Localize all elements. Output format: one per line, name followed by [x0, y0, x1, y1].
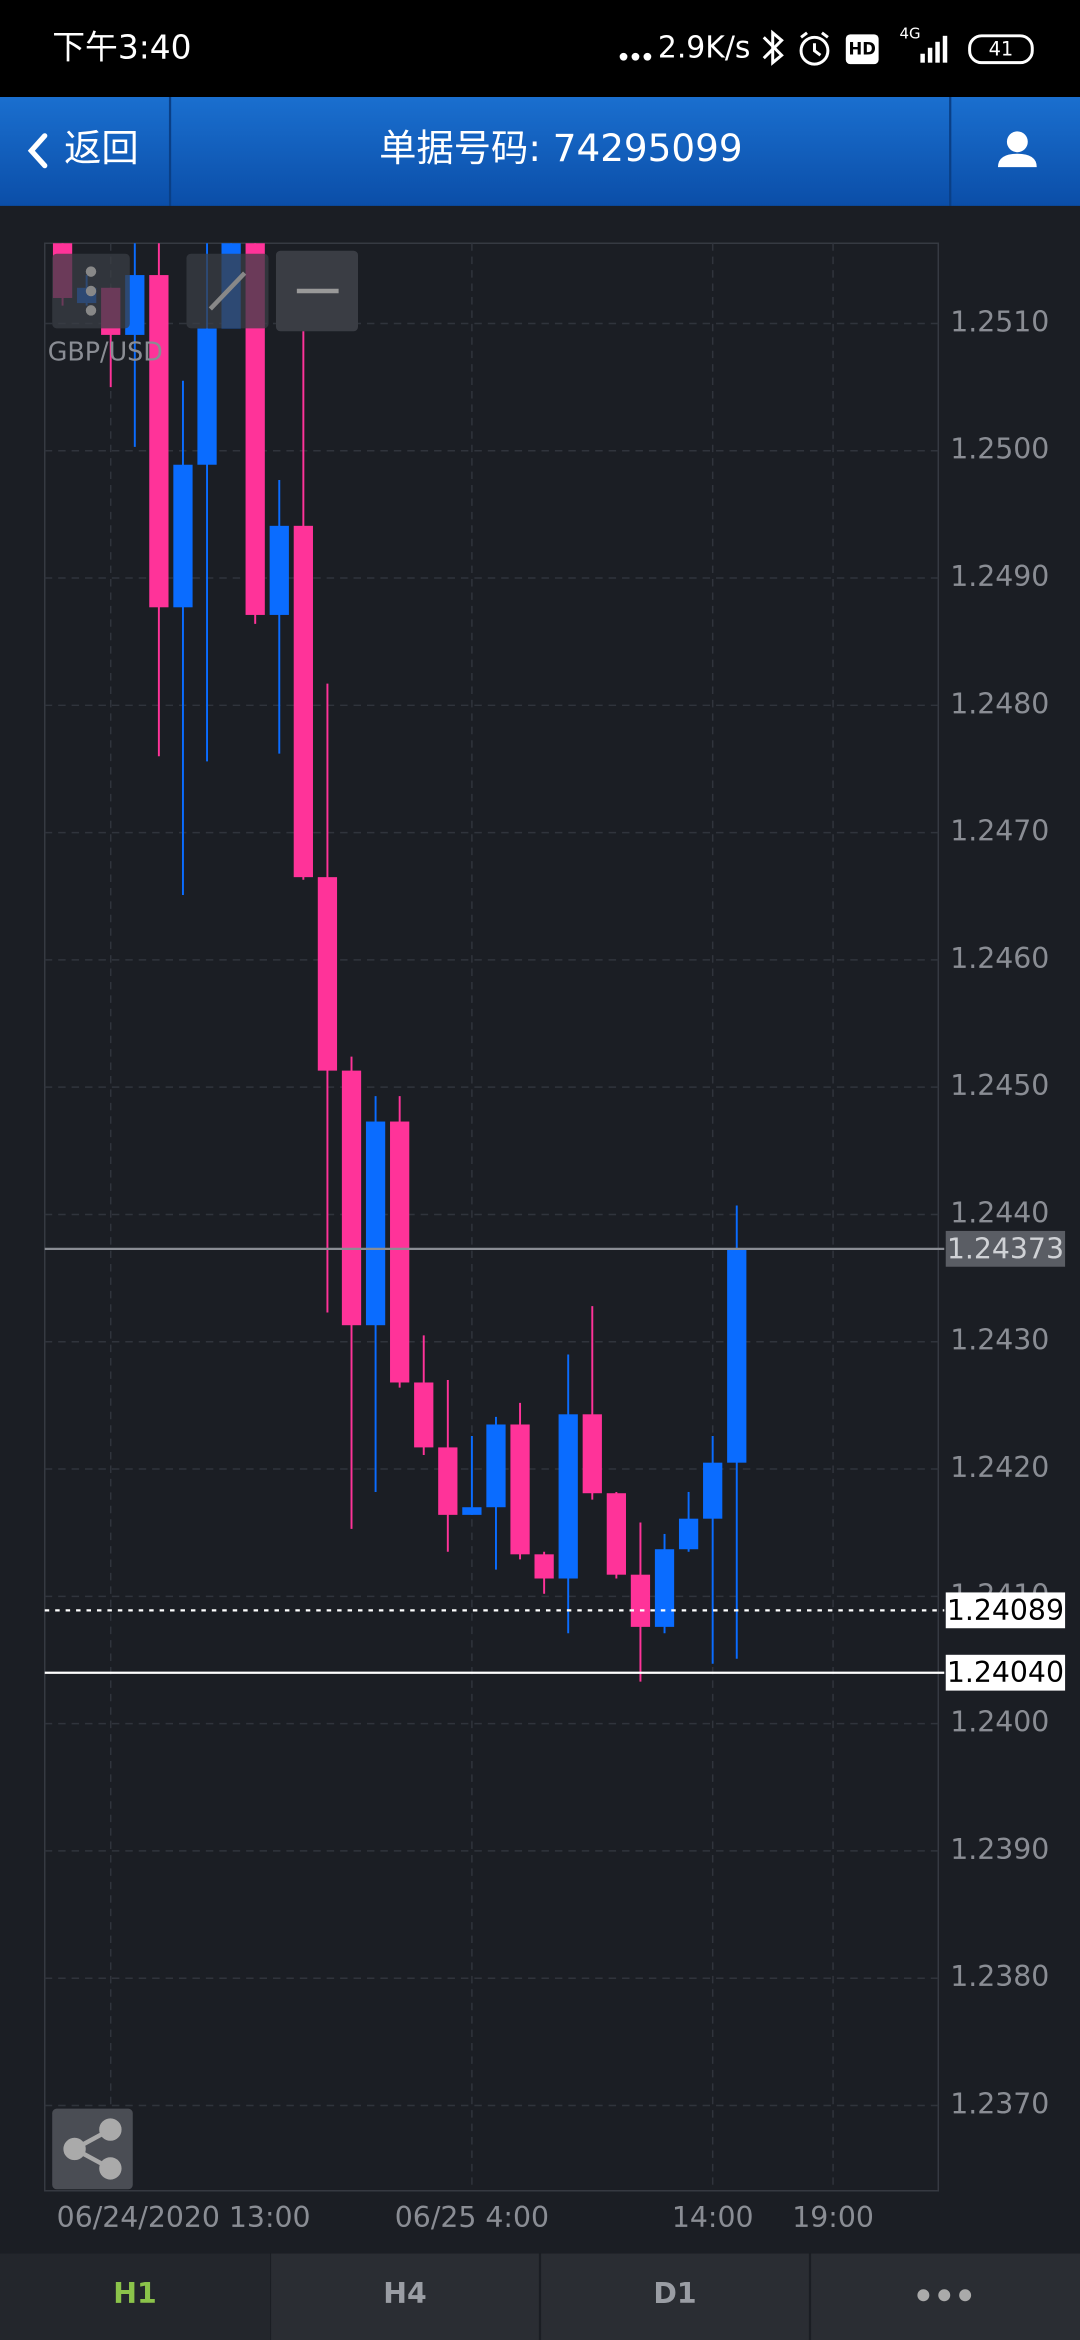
tabs: H1 H4 D1: [0, 2253, 812, 2340]
back-label[interactable]: 返回: [64, 126, 139, 170]
hline-tool-button[interactable]: [275, 250, 359, 332]
x-tick-label: 19:00: [792, 2201, 874, 2234]
header-bar: [0, 97, 1080, 206]
y-tick-label: 1.2470: [950, 815, 1049, 848]
candle-body: [630, 1574, 651, 1627]
share-button[interactable]: [52, 2108, 133, 2190]
y-tick-label: 1.2420: [950, 1451, 1049, 1484]
back-chevron: [27, 133, 48, 169]
alarm-icon: [799, 31, 830, 66]
plot-frame: [44, 242, 940, 2192]
y-tick-label: 1.2370: [950, 2087, 1049, 2120]
more-dots-icon: [619, 52, 652, 61]
candle-body: [269, 525, 289, 615]
overlay: 1.24373 1.24089 1.24040: [44, 1230, 1066, 1691]
candle-body: [654, 1549, 675, 1627]
symbol-label: GBP/USD: [48, 337, 163, 367]
candle-body: [341, 1070, 362, 1326]
price-label: 1.24089: [947, 1594, 1064, 1627]
candle-body: [534, 1554, 554, 1579]
tab-label[interactable]: D1: [653, 2277, 696, 2310]
more-tab[interactable]: [917, 2289, 972, 2302]
header-title: 单据号码: 74295099: [379, 126, 742, 170]
price-label-box: [945, 1654, 1066, 1691]
y-tick-label: 1.2460: [950, 942, 1049, 975]
price-label: 1.24040: [947, 1656, 1064, 1689]
candle-body: [510, 1424, 530, 1555]
tab-label[interactable]: H1: [113, 2277, 156, 2310]
candle-body: [197, 328, 217, 465]
y-tick-label: 1.2490: [950, 560, 1049, 593]
candle-body: [414, 1382, 434, 1448]
y-tick-label: 1.2510: [950, 305, 1049, 338]
battery-icon: [968, 34, 1034, 65]
price-label: 1.24373: [947, 1232, 1064, 1265]
status-time: 下午3:40: [52, 29, 191, 67]
trendline-tool-button[interactable]: [186, 253, 269, 329]
price-label-box: [945, 1230, 1066, 1267]
y-tick-label: 1.2430: [950, 1324, 1049, 1357]
y-tick-label: 1.2450: [950, 1069, 1049, 1102]
signal-icon: [920, 35, 948, 63]
candle-body: [486, 1424, 506, 1508]
candle-body: [317, 877, 338, 1071]
candle-body: [703, 1462, 723, 1519]
y-tick-label: 1.2380: [950, 1960, 1049, 1993]
account-button[interactable]: [997, 131, 1037, 168]
candle-body: [558, 1414, 578, 1579]
status-bar: [0, 0, 1080, 98]
candle-body: [365, 1121, 386, 1326]
candles: [52, 243, 747, 1682]
back-button[interactable]: 返回: [27, 126, 139, 170]
battery-level: 41: [989, 37, 1014, 60]
candle-body: [125, 275, 145, 335]
tab-active-bg: [0, 2253, 270, 2340]
tab-label[interactable]: H4: [383, 2277, 426, 2310]
candle-body: [462, 1507, 482, 1515]
hd-label: HD: [849, 39, 876, 58]
network-speed: 2.9K/s: [658, 31, 751, 66]
y-tick-label: 1.2500: [950, 433, 1049, 466]
x-tick-label: 06/24/2020 13:00: [57, 2201, 311, 2234]
candle-body: [438, 1447, 458, 1515]
x-tick-label: 06/25 4:00: [395, 2201, 549, 2234]
candle-body: [582, 1414, 602, 1494]
candle-body: [606, 1493, 626, 1575]
menu-tool-button[interactable]: [52, 253, 130, 329]
hd-badge: [845, 34, 879, 65]
bluetooth-icon: [762, 29, 784, 66]
price-label-box: [945, 1592, 1066, 1629]
candle-body: [293, 525, 313, 878]
y-tick-label: 1.2440: [950, 1196, 1049, 1229]
y-tick-label: 1.2390: [950, 1833, 1049, 1866]
candle-body: [245, 243, 265, 615]
candle-body: [678, 1518, 699, 1550]
y-tick-label: 1.2480: [950, 687, 1049, 720]
y-tick-label: 1.2400: [950, 1706, 1049, 1739]
candle-body: [727, 1248, 747, 1463]
candle-body: [173, 464, 193, 608]
network-type: 4G: [900, 24, 921, 42]
x-tick-label: 14:00: [672, 2201, 754, 2234]
candle-body: [149, 275, 169, 608]
candle-body: [390, 1121, 410, 1383]
